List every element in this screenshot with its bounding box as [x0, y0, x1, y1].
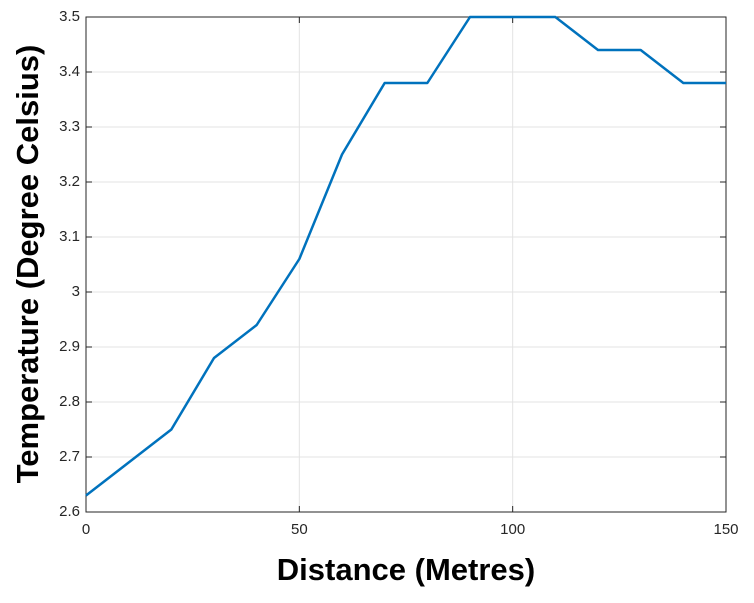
data-line [85, 15, 726, 497]
y-tick-label: 2.9 [59, 338, 80, 355]
y-tick-label: 3.3 [59, 118, 80, 135]
y-tick-label: 3.1 [59, 228, 80, 245]
y-axis-title: Temperature (Degree Celsius) [10, 45, 45, 484]
y-tick-label: 2.8 [59, 393, 80, 410]
x-tick-label: 0 [82, 521, 90, 538]
y-tick-label: 2.7 [59, 448, 80, 465]
x-tick-label: 150 [713, 521, 738, 538]
y-tick-label: 3.2 [59, 173, 80, 190]
y-tick-label: 3 [72, 283, 80, 300]
y-tick-label: 3.4 [59, 63, 80, 80]
y-tick-label: 3.5 [59, 8, 80, 25]
y-tick-label: 2.6 [59, 503, 80, 520]
plot-frame [85, 16, 727, 513]
x-tick-label: 50 [291, 521, 308, 538]
x-axis-title: Distance (Metres) [277, 552, 535, 587]
x-tick-label: 100 [500, 521, 525, 538]
